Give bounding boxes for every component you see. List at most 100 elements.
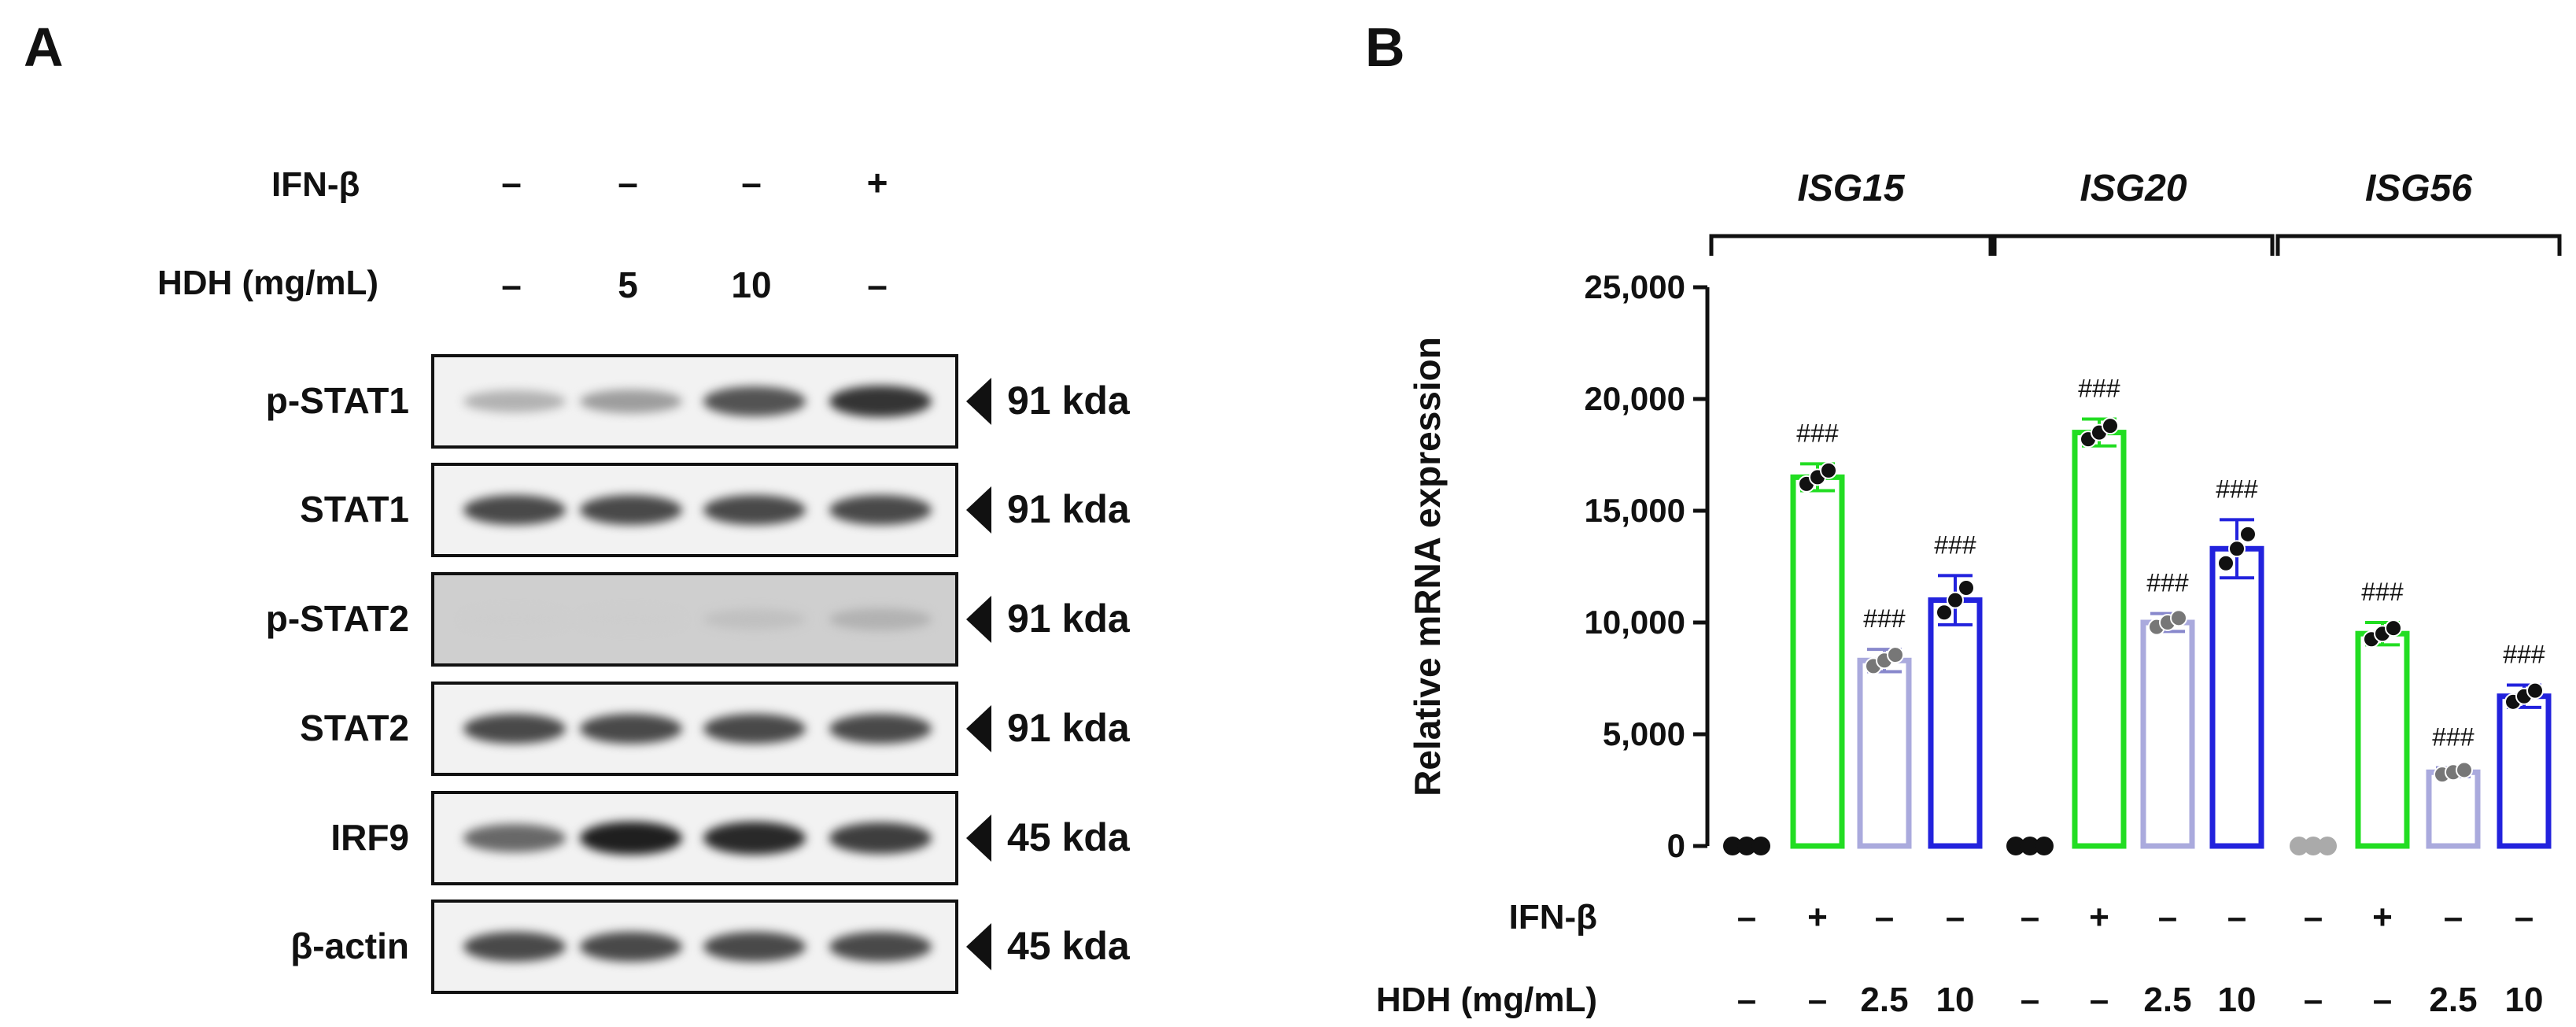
hdh-value: – bbox=[2304, 981, 2323, 1019]
ifn-sign: – bbox=[2158, 898, 2177, 936]
hdh-value: 10 bbox=[1936, 981, 1975, 1019]
hdh-value-lane-2: 5 bbox=[618, 264, 638, 305]
hdh-value: – bbox=[2090, 981, 2109, 1019]
hdh-value: – bbox=[2373, 981, 2392, 1019]
blot-band bbox=[703, 931, 806, 962]
blot-band bbox=[829, 931, 932, 962]
blot-row-label: p-STAT2 bbox=[265, 598, 409, 639]
data-point bbox=[2456, 761, 2473, 779]
ifn-sign: – bbox=[1737, 898, 1756, 936]
blot-band bbox=[580, 821, 682, 855]
bar-chart: 0 5,000 10,000 15,000 20,000 25,000 Relative m… bbox=[1376, 168, 2562, 1019]
group-label: ISG15 bbox=[1797, 168, 1905, 209]
hdh-value: – bbox=[2021, 981, 2039, 1019]
data-point bbox=[2318, 837, 2337, 855]
data-point bbox=[1820, 461, 1837, 479]
blot-band bbox=[703, 713, 806, 744]
y-tick-label: 15,000 bbox=[1585, 492, 1685, 529]
hdh-value-lane-1: – bbox=[501, 264, 522, 305]
blot-band bbox=[703, 822, 806, 855]
significance-label: ### bbox=[1934, 530, 1976, 559]
blot-band bbox=[463, 824, 566, 852]
data-point bbox=[2102, 417, 2119, 435]
bar bbox=[2072, 430, 2127, 849]
data-point bbox=[1958, 578, 1975, 597]
ifn-sign: – bbox=[1946, 898, 1965, 936]
bar bbox=[2140, 619, 2195, 849]
bar bbox=[1790, 474, 1845, 849]
blot-strip bbox=[431, 572, 958, 667]
kda-label: 45 kda bbox=[1007, 924, 1130, 968]
panel-a-letter: A bbox=[24, 17, 64, 78]
bar bbox=[2209, 545, 2264, 849]
significance-label: ### bbox=[2146, 569, 2189, 597]
blot-band bbox=[703, 494, 806, 526]
blot-band bbox=[463, 931, 566, 962]
bar bbox=[1928, 597, 1983, 849]
data-point bbox=[1887, 646, 1904, 664]
group-bracket bbox=[2275, 234, 2562, 256]
blot-band bbox=[703, 386, 806, 416]
hdh-value: 2.5 bbox=[2143, 981, 2191, 1019]
y-axis-label: Relative mRNA expression bbox=[1407, 337, 1448, 796]
blot-band bbox=[580, 390, 682, 413]
blot-strip bbox=[431, 463, 958, 557]
hdh-value: 10 bbox=[2218, 981, 2257, 1019]
ifn-label-b: IFN-β bbox=[1509, 898, 1597, 936]
ifn-sign: – bbox=[1875, 898, 1894, 936]
y-tick-label: 5,000 bbox=[1603, 715, 1685, 752]
ifn-sign: – bbox=[2444, 898, 2463, 936]
kda-label: 91 kda bbox=[1007, 487, 1130, 531]
blot-band bbox=[463, 494, 566, 526]
kda-label: 91 kda bbox=[1007, 706, 1130, 750]
data-point bbox=[2217, 554, 2235, 572]
significance-label: ### bbox=[2503, 641, 2545, 669]
bar bbox=[2355, 630, 2410, 849]
blot-row-label: p-STAT1 bbox=[265, 380, 409, 421]
data-point bbox=[2035, 837, 2054, 855]
bar bbox=[2426, 769, 2481, 849]
data-point bbox=[2170, 609, 2187, 627]
ifn-label-a: IFN-β bbox=[271, 165, 360, 204]
arrowhead-icon bbox=[966, 378, 991, 425]
arrowhead-icon bbox=[966, 705, 991, 752]
data-point bbox=[1723, 837, 1742, 855]
blot-row-label: IRF9 bbox=[330, 817, 409, 858]
hdh-value: 2.5 bbox=[1860, 981, 1908, 1019]
arrowhead-icon bbox=[966, 596, 991, 643]
arrowhead-icon bbox=[966, 815, 991, 862]
ifn-sign: – bbox=[2515, 898, 2534, 936]
hdh-value: 10 bbox=[2505, 981, 2544, 1019]
y-tick-label: 10,000 bbox=[1585, 604, 1685, 641]
data-point bbox=[1936, 604, 1953, 622]
y-tick-label: 20,000 bbox=[1585, 380, 1685, 417]
bar bbox=[2497, 693, 2552, 849]
ifn-sign: + bbox=[2372, 898, 2393, 936]
hdh-value: 2.5 bbox=[2429, 981, 2477, 1019]
data-point bbox=[2228, 540, 2246, 558]
data-point bbox=[1947, 591, 1964, 609]
ifn-sign: – bbox=[2227, 898, 2246, 936]
data-point bbox=[1751, 837, 1770, 855]
significance-label: ### bbox=[2361, 578, 2404, 606]
ifn-sign-lane-3: – bbox=[741, 162, 762, 203]
ifn-sign-lane-2: – bbox=[618, 162, 638, 203]
panel-b-letter: B bbox=[1365, 17, 1405, 78]
blot-band bbox=[829, 822, 932, 854]
ifn-sign-lane-4: + bbox=[866, 162, 888, 203]
hdh-value: – bbox=[1737, 981, 1756, 1019]
blot-band bbox=[829, 608, 932, 630]
arrowhead-icon bbox=[966, 923, 991, 970]
significance-label: ### bbox=[1863, 604, 1906, 633]
ifn-sign-lane-1: – bbox=[501, 162, 522, 203]
data-point bbox=[2290, 837, 2308, 855]
data-point bbox=[2385, 619, 2402, 637]
significance-label: ### bbox=[2432, 723, 2475, 752]
data-point bbox=[2304, 837, 2323, 855]
group-label: ISG56 bbox=[2365, 168, 2472, 209]
blot-band bbox=[829, 385, 932, 418]
bar bbox=[1857, 657, 1912, 849]
data-point bbox=[1737, 837, 1756, 855]
significance-label: ### bbox=[2216, 475, 2258, 503]
blot-band bbox=[463, 390, 566, 412]
